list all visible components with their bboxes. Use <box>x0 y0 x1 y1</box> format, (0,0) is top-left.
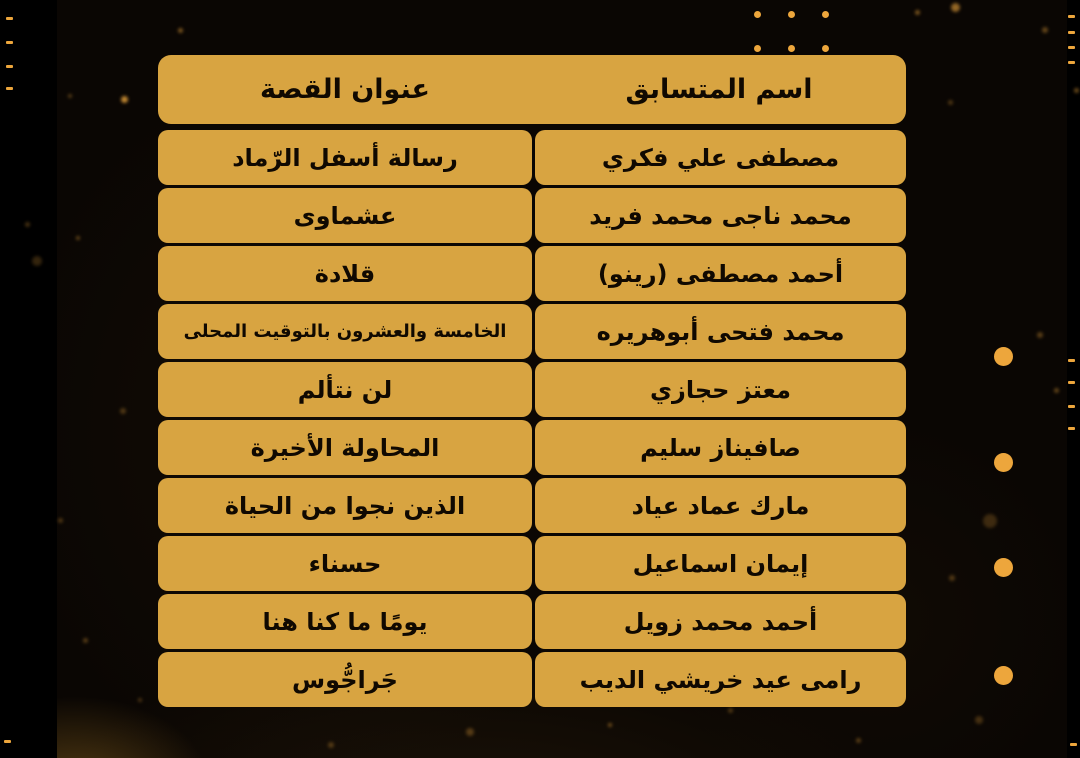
bokeh-dot <box>1074 88 1079 93</box>
table-header-row: اسم المتسابق عنوان القصة <box>158 55 906 124</box>
decor-dash <box>4 740 11 743</box>
story-title-cell: رسالة أسفل الرّماد <box>158 130 532 185</box>
story-title-cell: المحاولة الأخيرة <box>158 420 532 475</box>
bokeh-dot <box>121 96 128 103</box>
contestant-name-cell: أحمد مصطفى (رينو) <box>535 246 906 301</box>
story-title-cell: الخامسة والعشرون بالتوقيت المحلى <box>158 304 532 359</box>
decor-dash <box>1068 15 1075 18</box>
decor-dot <box>822 45 829 52</box>
bokeh-dot <box>975 716 983 724</box>
contestant-name-cell: محمد ناجى محمد فريد <box>535 188 906 243</box>
decor-dash <box>1068 31 1075 34</box>
decor-circle <box>994 453 1013 472</box>
story-title-cell: يومًا ما كنا هنا <box>158 594 532 649</box>
contestant-name-cell: رامى عيد خريشي الديب <box>535 652 906 707</box>
left-black-edge <box>0 0 57 758</box>
table-row: معتز حجازي لن نتألم <box>158 362 906 417</box>
contestant-name-cell: أحمد محمد زويل <box>535 594 906 649</box>
bokeh-dot <box>951 3 960 12</box>
decor-dash <box>1070 743 1077 746</box>
table-row: أحمد محمد زويل يومًا ما كنا هنا <box>158 594 906 649</box>
table-row: محمد ناجى محمد فريد عشماوى <box>158 188 906 243</box>
decor-dash <box>6 87 13 90</box>
decor-dash <box>1068 381 1075 384</box>
bokeh-dot <box>608 723 612 727</box>
contestant-name-cell: مارك عماد عياد <box>535 478 906 533</box>
story-title-cell: جَراجُّوس <box>158 652 532 707</box>
decor-dash <box>1068 46 1075 49</box>
decor-dot <box>754 45 761 52</box>
decor-dot <box>822 11 829 18</box>
table-row: صافيناز سليم المحاولة الأخيرة <box>158 420 906 475</box>
table-row: مصطفى علي فكري رسالة أسفل الرّماد <box>158 130 906 185</box>
table-row: محمد فتحى أبوهريره الخامسة والعشرون بالت… <box>158 304 906 359</box>
decor-dash <box>6 17 13 20</box>
bokeh-dot <box>76 236 80 240</box>
bokeh-dot <box>949 575 955 581</box>
bokeh-dot <box>58 518 63 523</box>
table-row: إيمان اسماعيل حسناء <box>158 536 906 591</box>
bokeh-dot <box>83 638 88 643</box>
contestants-table: اسم المتسابق عنوان القصة مصطفى علي فكري … <box>158 55 906 707</box>
bokeh-dot <box>328 742 334 748</box>
decor-dash <box>6 41 13 44</box>
bokeh-dot <box>120 408 126 414</box>
bokeh-dot <box>1037 332 1043 338</box>
decor-dash <box>1068 61 1075 64</box>
header-contestant-name: اسم المتسابق <box>625 74 813 105</box>
bokeh-dot <box>138 698 142 702</box>
decor-dot <box>754 11 761 18</box>
decor-dash <box>6 65 13 68</box>
decor-dash <box>1068 405 1075 408</box>
decor-dash <box>1068 359 1075 362</box>
bokeh-dot <box>1042 27 1048 33</box>
decor-circle <box>994 347 1013 366</box>
bokeh-dot <box>178 28 183 33</box>
bokeh-dot <box>948 100 953 105</box>
bokeh-dot <box>1054 388 1059 393</box>
story-title-cell: الذين نجوا من الحياة <box>158 478 532 533</box>
bokeh-dot <box>983 514 997 528</box>
contestant-name-cell: صافيناز سليم <box>535 420 906 475</box>
contestant-name-cell: مصطفى علي فكري <box>535 130 906 185</box>
header-story-title: عنوان القصة <box>260 74 430 105</box>
story-title-cell: عشماوى <box>158 188 532 243</box>
bokeh-dot <box>68 94 72 98</box>
decor-circle <box>994 558 1013 577</box>
contestant-name-cell: إيمان اسماعيل <box>535 536 906 591</box>
bokeh-dot <box>466 728 474 736</box>
decor-circle <box>994 666 1013 685</box>
table-row: مارك عماد عياد الذين نجوا من الحياة <box>158 478 906 533</box>
contestant-name-cell: معتز حجازي <box>535 362 906 417</box>
bokeh-dot <box>32 256 42 266</box>
table-row: رامى عيد خريشي الديب جَراجُّوس <box>158 652 906 707</box>
bokeh-dot <box>915 10 920 15</box>
story-title-cell: قلادة <box>158 246 532 301</box>
story-title-cell: حسناء <box>158 536 532 591</box>
decor-dot <box>788 11 795 18</box>
decor-dot <box>788 45 795 52</box>
bokeh-dot <box>728 708 733 713</box>
decor-dash <box>1068 427 1075 430</box>
bokeh-dot <box>25 222 30 227</box>
contestant-name-cell: محمد فتحى أبوهريره <box>535 304 906 359</box>
bokeh-dot <box>856 738 861 743</box>
story-title-cell: لن نتألم <box>158 362 532 417</box>
table-row: أحمد مصطفى (رينو) قلادة <box>158 246 906 301</box>
right-black-edge <box>1067 0 1080 758</box>
